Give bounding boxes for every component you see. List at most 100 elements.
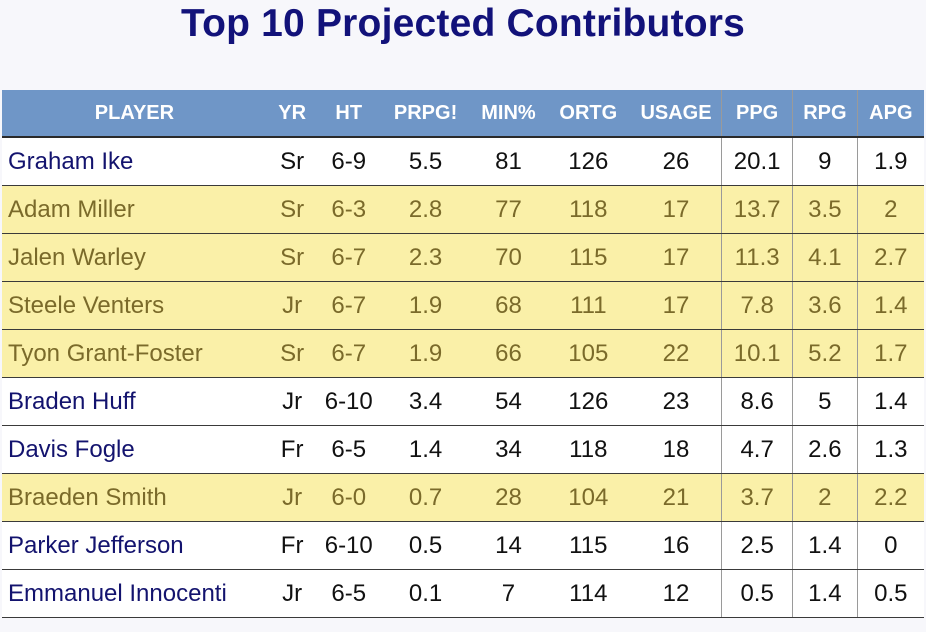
cell-ppg: 8.6 (721, 377, 793, 426)
col-header-ppg[interactable]: PPG (721, 90, 793, 138)
col-header-ortg[interactable]: ORTG (545, 90, 631, 138)
header-row: PLAYER YR HT PRPG! MIN% ORTG USAGE PPG R… (2, 90, 924, 138)
cell-ht: 6-7 (317, 233, 381, 282)
cell-ortg: 126 (545, 137, 631, 186)
table-row: Graham Ike Sr 6-9 5.5 81 126 26 20.1 9 1.9 (2, 137, 924, 186)
cell-usage: 22 (630, 329, 722, 378)
cell-ppg: 0.5 (721, 569, 793, 618)
cell-min-pct: 66 (471, 329, 546, 378)
table-body: Graham Ike Sr 6-9 5.5 81 126 26 20.1 9 1.9 Adam Mi… (2, 137, 924, 618)
col-header-ht[interactable]: HT (317, 90, 381, 138)
table-row: Tyon Grant-Foster Sr 6-7 1.9 66 105 22 10.1 5.2 1… (2, 329, 924, 378)
cell-apg: 1.3 (856, 425, 924, 474)
cell-usage: 16 (630, 521, 722, 570)
cell-ht: 6-5 (317, 569, 381, 618)
table-row: Braden Huff Jr 6-10 3.4 54 126 23 8.6 5 1.4 (2, 377, 924, 426)
cell-usage: 12 (630, 569, 722, 618)
cell-ortg: 105 (545, 329, 631, 378)
cell-usage: 18 (630, 425, 722, 474)
cell-player[interactable]: Jalen Warley (2, 233, 267, 282)
cell-yr: Jr (266, 281, 318, 330)
cell-player[interactable]: Braden Huff (2, 377, 267, 426)
col-header-rpg[interactable]: RPG (792, 90, 858, 138)
col-header-min-pct[interactable]: MIN% (471, 90, 546, 138)
cell-apg: 2.2 (856, 473, 924, 522)
cell-yr: Sr (266, 185, 318, 234)
cell-usage: 21 (630, 473, 722, 522)
col-header-player[interactable]: PLAYER (2, 90, 267, 138)
cell-player[interactable]: Davis Fogle (2, 425, 267, 474)
col-header-yr[interactable]: YR (266, 90, 318, 138)
cell-player[interactable]: Parker Jefferson (2, 521, 267, 570)
cell-apg: 2.7 (856, 233, 924, 282)
cell-apg: 1.4 (856, 281, 924, 330)
cell-rpg: 3.6 (792, 281, 858, 330)
cell-ht: 6-5 (317, 425, 381, 474)
cell-usage: 17 (630, 281, 722, 330)
col-header-apg[interactable]: APG (856, 90, 924, 138)
cell-player[interactable]: Adam Miller (2, 185, 267, 234)
cell-ortg: 118 (545, 185, 631, 234)
cell-apg: 0.5 (856, 569, 924, 618)
cell-ht: 6-10 (317, 377, 381, 426)
contributors-table: PLAYER YR HT PRPG! MIN% ORTG USAGE PPG R… (2, 90, 924, 618)
cell-ortg: 114 (545, 569, 631, 618)
cell-ht: 6-3 (317, 185, 381, 234)
cell-player[interactable]: Graham Ike (2, 137, 267, 186)
cell-rpg: 5 (792, 377, 858, 426)
cell-player[interactable]: Emmanuel Innocenti (2, 569, 267, 618)
cell-ppg: 2.5 (721, 521, 793, 570)
cell-yr: Sr (266, 233, 318, 282)
cell-min-pct: 81 (471, 137, 546, 186)
cell-min-pct: 14 (471, 521, 546, 570)
cell-min-pct: 28 (471, 473, 546, 522)
cell-min-pct: 54 (471, 377, 546, 426)
page-title: Top 10 Projected Contributors (180, 2, 746, 45)
cell-apg: 1.9 (856, 137, 924, 186)
cell-prpg: 1.9 (380, 329, 472, 378)
cell-usage: 17 (630, 233, 722, 282)
table-row: Parker Jefferson Fr 6-10 0.5 14 115 16 2.5 1.4 0 (2, 521, 924, 570)
cell-yr: Jr (266, 569, 318, 618)
cell-yr: Jr (266, 377, 318, 426)
cell-ppg: 10.1 (721, 329, 793, 378)
cell-player[interactable]: Steele Venters (2, 281, 267, 330)
cell-apg: 0 (856, 521, 924, 570)
cell-ppg: 13.7 (721, 185, 793, 234)
cell-prpg: 2.8 (380, 185, 472, 234)
col-header-prpg[interactable]: PRPG! (380, 90, 472, 138)
cell-prpg: 1.4 (380, 425, 472, 474)
cell-yr: Fr (266, 521, 318, 570)
cell-min-pct: 70 (471, 233, 546, 282)
cell-ortg: 126 (545, 377, 631, 426)
cell-usage: 17 (630, 185, 722, 234)
cell-prpg: 1.9 (380, 281, 472, 330)
cell-usage: 23 (630, 377, 722, 426)
table-row: Jalen Warley Sr 6-7 2.3 70 115 17 11.3 4.1 2.7 (2, 233, 924, 282)
cell-ortg: 118 (545, 425, 631, 474)
cell-rpg: 4.1 (792, 233, 858, 282)
cell-prpg: 0.7 (380, 473, 472, 522)
cell-ht: 6-10 (317, 521, 381, 570)
cell-yr: Sr (266, 137, 318, 186)
cell-prpg: 5.5 (380, 137, 472, 186)
cell-ppg: 4.7 (721, 425, 793, 474)
cell-prpg: 3.4 (380, 377, 472, 426)
table-row: Davis Fogle Fr 6-5 1.4 34 118 18 4.7 2.6 1.3 (2, 425, 924, 474)
cell-rpg: 2 (792, 473, 858, 522)
cell-yr: Fr (266, 425, 318, 474)
cell-ortg: 104 (545, 473, 631, 522)
cell-rpg: 9 (792, 137, 858, 186)
cell-player[interactable]: Tyon Grant-Foster (2, 329, 267, 378)
cell-player[interactable]: Braeden Smith (2, 473, 267, 522)
table-row: Adam Miller Sr 6-3 2.8 77 118 17 13.7 3.5 2 (2, 185, 924, 234)
table-row: Steele Venters Jr 6-7 1.9 68 111 17 7.8 3.6 1.4 (2, 281, 924, 330)
cell-min-pct: 34 (471, 425, 546, 474)
cell-yr: Sr (266, 329, 318, 378)
col-header-usage[interactable]: USAGE (630, 90, 722, 138)
cell-prpg: 2.3 (380, 233, 472, 282)
cell-rpg: 3.5 (792, 185, 858, 234)
cell-apg: 1.7 (856, 329, 924, 378)
cell-apg: 1.4 (856, 377, 924, 426)
